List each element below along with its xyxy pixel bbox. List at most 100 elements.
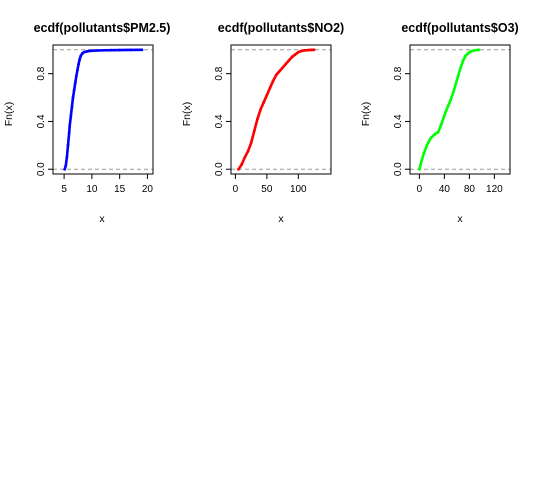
chart-title: ecdf(pollutants$PM2.5)	[34, 21, 171, 35]
y-tick-label: 0.8	[214, 66, 225, 80]
ecdf-point	[303, 48, 306, 52]
ecdf-point	[74, 74, 78, 78]
ecdf-point	[432, 133, 436, 136]
ecdf-point	[469, 50, 473, 53]
ecdf-point	[237, 167, 240, 171]
ecdf-point	[64, 164, 68, 168]
ecdf-point	[300, 49, 303, 53]
ecdf-point	[312, 48, 316, 52]
ecdf-point	[249, 141, 253, 145]
ecdf-point	[472, 48, 476, 52]
ecdf-point	[466, 51, 470, 55]
ecdf-point	[66, 143, 70, 147]
ecdf-point	[118, 48, 122, 52]
ecdf-point	[456, 74, 460, 78]
ecdf-point	[69, 115, 73, 119]
ecdf-point	[464, 54, 468, 58]
ecdf-point	[129, 48, 133, 52]
plot-area: 0 40 80 120 0.0 0.4 0.8	[393, 44, 511, 195]
ecdf-point	[441, 117, 445, 121]
ecdf-point	[451, 91, 455, 95]
ecdf-point	[256, 117, 259, 121]
ecdf-point	[446, 104, 450, 108]
ecdf-point	[96, 49, 99, 52]
y-tick-label: 0.4	[36, 114, 47, 128]
ecdf-point	[71, 96, 75, 99]
x-tick-label: 10	[86, 184, 98, 195]
x-tick-label: 50	[261, 184, 273, 195]
ecdf-point	[274, 73, 278, 77]
plot-frame	[230, 44, 332, 175]
ecdf-point	[477, 48, 481, 52]
y-axis-label: Fn(x)	[181, 102, 193, 127]
ecdf-point	[290, 55, 294, 59]
y-tick-label: 0.8	[36, 66, 47, 80]
ecdf-point	[68, 124, 72, 128]
ecdf-point	[449, 98, 453, 102]
ecdf-point	[70, 105, 74, 109]
x-tick-label: 120	[486, 184, 503, 195]
ecdf-point	[76, 68, 79, 72]
x-axis-label: x	[99, 213, 105, 225]
y-axis-label: Fn(x)	[360, 102, 372, 127]
ecdf-point	[265, 93, 269, 97]
x-tick-label: 15	[114, 184, 126, 195]
ecdf-point	[78, 57, 82, 61]
panel-o3: ecdf(pollutants$O3) x Fn(x) 0 40 80 1200.00…	[360, 21, 519, 225]
panel-pm25: ecdf(pollutants$PM2.5) x Fn(x) 5 10 15 20 0.…	[3, 21, 170, 225]
ecdf-point	[243, 155, 247, 159]
ecdf-point	[67, 131, 71, 135]
ecdf-point	[425, 143, 429, 147]
x-axis-label: x	[457, 213, 463, 225]
chart-title: ecdf(pollutants$NO2)	[218, 21, 344, 35]
ecdf-point	[278, 69, 281, 73]
plot-area: 0 50 100 0.0 0.4 0.8	[214, 44, 332, 195]
x-axis-label: x	[278, 213, 284, 225]
ecdf-point	[140, 48, 144, 52]
ecdf-point	[87, 49, 91, 53]
ecdf-point	[79, 54, 83, 58]
ecdf-point	[90, 49, 94, 53]
ecdf-point	[104, 48, 108, 52]
ecdf-point	[246, 149, 250, 153]
ecdf-point	[65, 155, 69, 159]
ecdf-point	[252, 129, 256, 133]
plot-frame	[52, 44, 154, 175]
chart-title: ecdf(pollutants$O3)	[401, 21, 518, 35]
ecdf-point	[72, 88, 76, 92]
plot-frame	[409, 44, 511, 175]
y-tick-label: 0.4	[214, 114, 225, 128]
ecdf-point	[429, 136, 433, 140]
ecdf-point	[84, 50, 88, 53]
ecdf-point	[77, 62, 80, 66]
ecdf-line	[418, 48, 481, 171]
ecdf-point	[240, 163, 244, 166]
ecdf-point	[309, 48, 313, 52]
y-tick-label: 0.4	[393, 114, 404, 128]
x-tick-label: 40	[439, 184, 451, 195]
ecdf-point	[73, 81, 77, 85]
ecdf-point	[454, 83, 458, 86]
ecdf-point	[284, 62, 288, 66]
ecdf-point	[439, 124, 443, 128]
ecdf-point	[459, 66, 463, 70]
ecdf-point	[268, 86, 272, 90]
ecdf-point	[287, 59, 291, 62]
panel-no2: ecdf(pollutants$NO2) x Fn(x) 0 50 100 0.0 0.…	[181, 21, 344, 225]
ecdf-point	[306, 48, 310, 52]
plot-area: 5 10 15 20 0.0 0.4 0.8	[36, 44, 154, 195]
ecdf-point	[259, 108, 262, 111]
y-tick-label: 0.0	[393, 162, 404, 176]
y-tick-label: 0.8	[393, 66, 404, 80]
ecdf-point	[109, 48, 113, 52]
ecdf-point	[444, 110, 448, 114]
ecdf-point	[262, 100, 266, 104]
y-tick-label: 0.0	[36, 162, 47, 176]
ecdf-point	[296, 50, 300, 54]
x-tick-label: 5	[61, 184, 67, 195]
ecdf-point	[461, 59, 465, 62]
x-tick-label: 0	[417, 184, 423, 195]
x-tick-label: 100	[290, 184, 307, 195]
ecdf-point	[281, 66, 284, 70]
